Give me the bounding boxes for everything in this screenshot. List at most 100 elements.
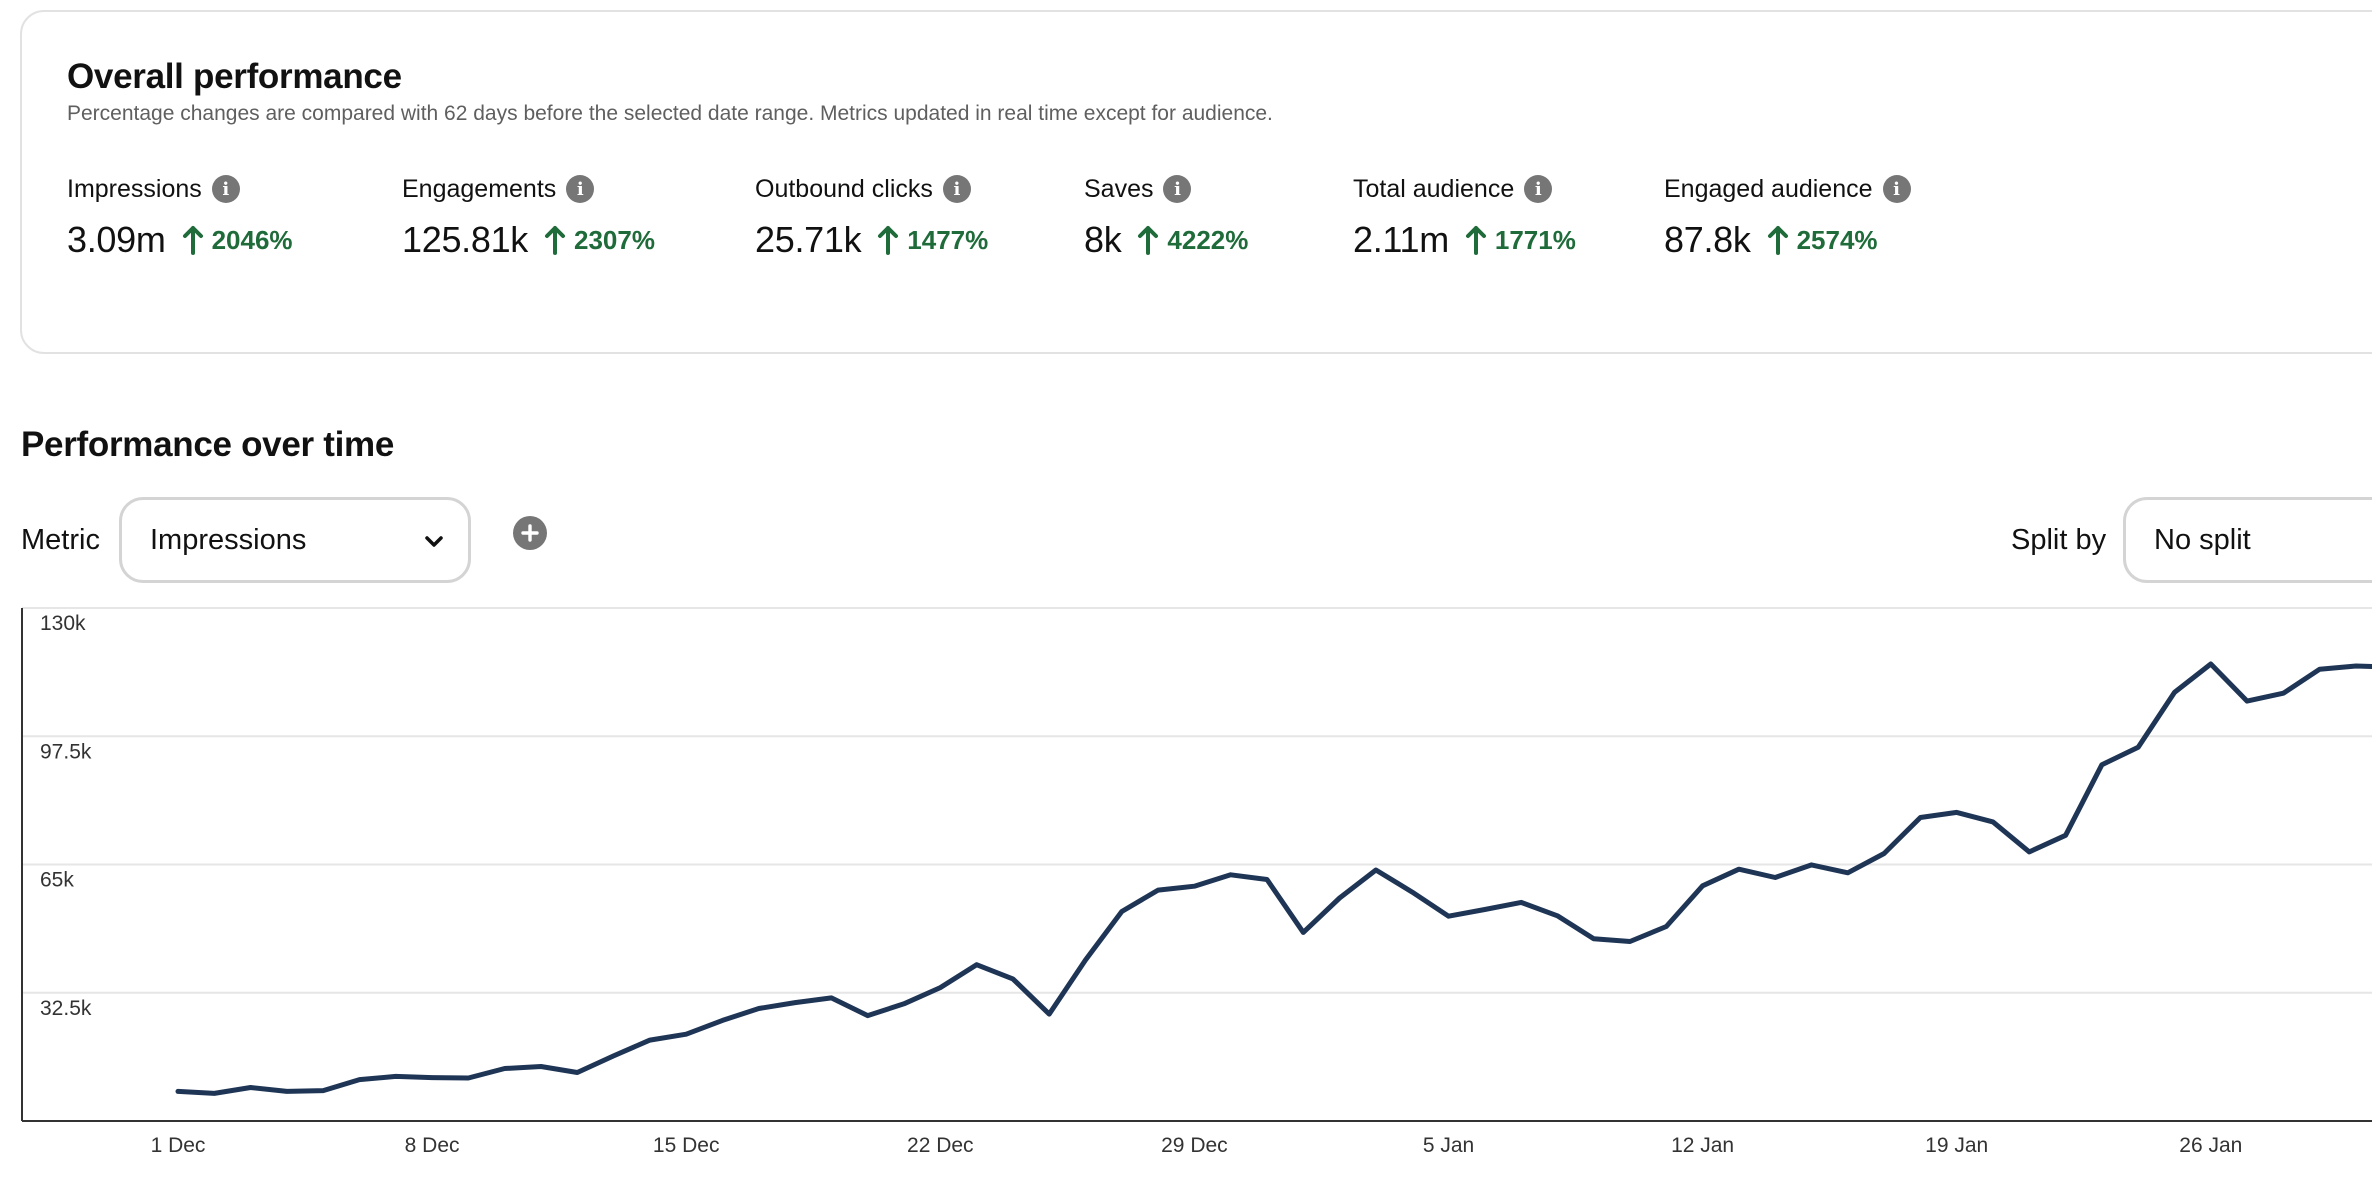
info-icon[interactable]: i <box>1882 175 1911 203</box>
metric-value: 2.11m <box>1353 219 1449 260</box>
data-point[interactable] <box>1954 809 1960 815</box>
data-point[interactable] <box>1155 887 1161 893</box>
metric-value: 25.71k <box>755 219 862 260</box>
data-point[interactable] <box>1482 906 1488 912</box>
metric-engagements[interactable]: Engagements i 125.81k 2307% <box>402 172 655 262</box>
data-point[interactable] <box>974 962 980 968</box>
data-point[interactable] <box>2172 689 2178 695</box>
data-point[interactable] <box>828 995 834 1001</box>
data-point[interactable] <box>1627 938 1633 944</box>
data-point[interactable] <box>175 1088 181 1094</box>
data-point[interactable] <box>248 1084 254 1090</box>
data-point[interactable] <box>1300 929 1306 935</box>
metric-change: 2046% <box>211 224 293 255</box>
data-point[interactable] <box>1554 913 1560 919</box>
data-point[interactable] <box>1736 866 1742 872</box>
data-point[interactable] <box>2280 690 2286 696</box>
data-point[interactable] <box>1264 876 1270 882</box>
impressions-series-line[interactable] <box>175 661 2372 1096</box>
data-point[interactable] <box>2244 698 2250 704</box>
metric-saves[interactable]: Saves i 8k 4222% <box>1084 172 1248 262</box>
metric-total-audience[interactable]: Total audience i 2.11m 1771% <box>1353 172 1576 262</box>
x-tick-label: 22 Dec <box>907 1134 974 1157</box>
x-tick-label: 19 Jan <box>1925 1134 1988 1157</box>
data-point[interactable] <box>574 1069 580 1075</box>
x-tick-label: 12 Jan <box>1671 1134 1734 1157</box>
data-point[interactable] <box>1010 976 1016 982</box>
data-point[interactable] <box>211 1090 217 1096</box>
overall-performance-subtitle: Percentage changes are compared with 62 … <box>67 102 1273 125</box>
metrics-row: Impressions i 3.09m 2046% Engagements i 125… <box>22 172 2372 282</box>
y-tick-label: 130k <box>40 612 86 635</box>
data-point[interactable] <box>1373 867 1379 873</box>
data-point[interactable] <box>1663 923 1669 929</box>
data-point[interactable] <box>2063 832 2069 838</box>
data-point[interactable] <box>1591 936 1597 942</box>
data-point[interactable] <box>1119 908 1125 914</box>
arrow-up-icon <box>878 226 899 255</box>
data-point[interactable] <box>1700 883 1706 889</box>
data-point[interactable] <box>937 985 943 991</box>
data-point[interactable] <box>1337 895 1343 901</box>
data-point[interactable] <box>1046 1011 1052 1017</box>
data-point[interactable] <box>1809 862 1815 868</box>
performance-chart: 130k 97.5k 65k 32.5k 1 Dec 8 Dec 15 Dec 22 Dec 2… <box>0 600 2372 1190</box>
data-point[interactable] <box>647 1037 653 1043</box>
data-point[interactable] <box>2353 663 2359 669</box>
data-point[interactable] <box>1772 875 1778 881</box>
split-by-dropdown[interactable]: No split <box>2123 497 2372 583</box>
data-point[interactable] <box>865 1013 871 1019</box>
data-point[interactable] <box>2135 744 2141 750</box>
data-point[interactable] <box>1083 957 1089 963</box>
data-point[interactable] <box>2208 661 2214 667</box>
data-point[interactable] <box>1518 899 1524 905</box>
metric-outbound-clicks[interactable]: Outbound clicks i 25.71k 1477% <box>755 172 988 262</box>
info-icon[interactable]: i <box>942 175 971 203</box>
data-point[interactable] <box>2317 666 2323 672</box>
data-point[interactable] <box>901 1001 907 1007</box>
data-point[interactable] <box>756 1006 762 1012</box>
metric-change: 1771% <box>1494 224 1576 255</box>
info-icon[interactable]: i <box>211 175 240 203</box>
metric-value: 8k <box>1084 219 1122 260</box>
metric-impressions[interactable]: Impressions i 3.09m 2046% <box>67 172 293 262</box>
metric-dropdown[interactable]: Impressions <box>119 497 471 583</box>
data-point[interactable] <box>538 1064 544 1070</box>
info-icon[interactable]: i <box>1163 175 1192 203</box>
metric-label: Total audience <box>1353 174 1515 203</box>
metric-engaged-audience[interactable]: Engaged audience i 87.8k 2574% <box>1664 172 1911 262</box>
data-point[interactable] <box>720 1017 726 1023</box>
data-point[interactable] <box>1881 850 1887 856</box>
metric-value: 3.09m <box>67 219 166 260</box>
data-point[interactable] <box>1990 819 1996 825</box>
arrow-up-icon <box>182 226 203 255</box>
data-point[interactable] <box>1917 815 1923 821</box>
info-icon[interactable]: i <box>566 175 595 203</box>
data-point[interactable] <box>502 1066 508 1072</box>
arrow-up-icon <box>1767 226 1788 255</box>
data-point[interactable] <box>1845 870 1851 876</box>
data-point[interactable] <box>284 1088 290 1094</box>
data-point[interactable] <box>683 1031 689 1037</box>
add-metric-button[interactable] <box>513 516 547 550</box>
info-icon[interactable]: i <box>1524 175 1553 203</box>
split-by-dropdown-value: No split <box>2154 523 2251 556</box>
data-point[interactable] <box>1409 889 1415 895</box>
data-point[interactable] <box>1446 913 1452 919</box>
data-point[interactable] <box>357 1077 363 1083</box>
metric-label: Outbound clicks <box>755 174 933 203</box>
y-tick-label: 32.5k <box>40 997 92 1020</box>
data-point[interactable] <box>465 1075 471 1081</box>
data-point[interactable] <box>2099 762 2105 768</box>
data-point[interactable] <box>1228 872 1234 878</box>
data-point[interactable] <box>792 1000 798 1006</box>
x-tick-label: 8 Dec <box>405 1134 460 1157</box>
data-point[interactable] <box>2026 849 2032 855</box>
data-point[interactable] <box>1191 883 1197 889</box>
data-point[interactable] <box>320 1088 326 1094</box>
chevron-down-icon <box>425 536 443 547</box>
data-point[interactable] <box>393 1073 399 1079</box>
data-point[interactable] <box>429 1075 435 1081</box>
metric-change: 2574% <box>1796 224 1878 255</box>
data-point[interactable] <box>611 1053 617 1059</box>
